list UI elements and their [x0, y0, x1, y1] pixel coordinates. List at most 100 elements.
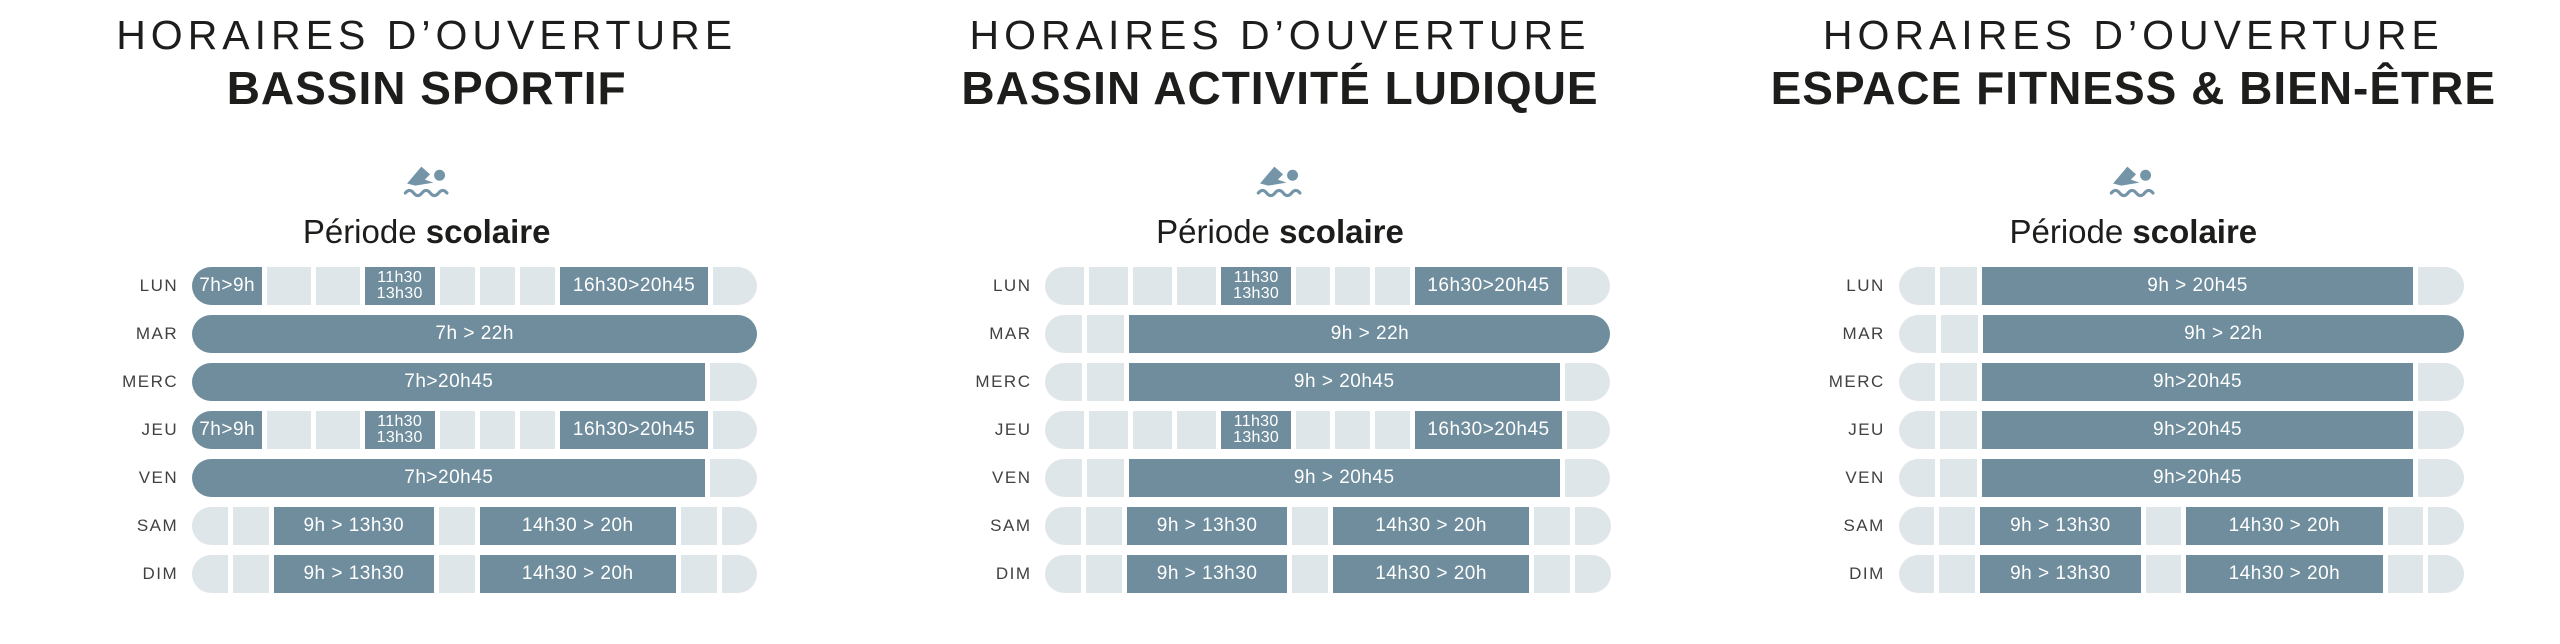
closed-slot: [232, 555, 269, 594]
day-label: MERC: [1828, 372, 1885, 392]
day-label: DIM: [995, 564, 1032, 584]
day-label: MAR: [1842, 324, 1885, 344]
closed-slot: [2145, 555, 2182, 594]
open-slot: 7h>9h: [192, 411, 263, 450]
schedule-row: MAR 9h > 22h: [1803, 315, 2464, 354]
open-slot: 9h>20h45: [1982, 411, 2413, 450]
title-line: HORAIRES D’OUVERTURE: [969, 12, 1591, 58]
closed-slot: [439, 555, 475, 594]
day-label: LUN: [139, 276, 179, 296]
closed-slot: [1375, 411, 1410, 450]
period-word-bold: scolaire: [425, 213, 551, 251]
title-line: HORAIRES D’OUVERTURE: [1822, 12, 2444, 58]
closed-slot: [1574, 507, 1611, 546]
time-track: 7h>9h 11h30 13h30 16h30>20h45: [192, 267, 758, 306]
closed-slot: [1898, 555, 1935, 594]
closed-slot: [1534, 555, 1570, 594]
closed-slot: [1292, 507, 1328, 546]
time-track: 9h > 22h: [1898, 315, 2464, 354]
schedule-row: VEN 7h>20h45: [96, 459, 758, 498]
closed-slot: [2417, 267, 2464, 306]
closed-slot: [680, 507, 717, 546]
open-slot: 16h30>20h45: [559, 267, 709, 306]
closed-slot: [1089, 267, 1129, 306]
closed-slot: [232, 507, 269, 546]
slot-label: 11h30: [377, 268, 423, 286]
slot-label: 9h > 13h30: [2010, 563, 2111, 585]
slot-label: 7h>9h: [199, 419, 256, 441]
closed-slot: [1564, 459, 1611, 498]
closed-slot: [1045, 507, 1082, 546]
time-track: 9h > 22h: [1045, 315, 1611, 354]
swimmer-icon: [2107, 157, 2159, 205]
day-label: JEU: [1848, 420, 1885, 440]
slot-label: 9h > 13h30: [2010, 515, 2111, 537]
closed-slot: [1177, 267, 1217, 306]
open-slot: 7h>20h45: [192, 459, 706, 498]
schedule-row: JEU 7h>9h 11h30 13h30 16h30>20h45: [96, 411, 758, 450]
day-label: DIM: [142, 564, 179, 584]
schedule-rows: LUN 11h30 13h30 16h30>20h45 MAR 9h > 22h MERC 9…: [949, 267, 1611, 594]
period-heading: Période scolaire: [303, 213, 551, 251]
closed-slot: [1086, 555, 1122, 594]
time-track: 9h > 13h30 14h30 > 20h: [1045, 555, 1611, 594]
schedule-row: LUN 11h30 13h30 16h30>20h45: [949, 267, 1611, 306]
day-label: MERC: [975, 372, 1032, 392]
slot-label: 7h>9h: [199, 275, 256, 297]
slot-label: 16h30>20h45: [572, 419, 696, 441]
closed-slot: [315, 267, 360, 306]
closed-slot: [1177, 411, 1217, 450]
closed-slot: [713, 411, 758, 450]
closed-slot: [2428, 507, 2464, 546]
closed-slot: [1940, 363, 1978, 402]
slot-label: 9h > 13h30: [303, 563, 405, 585]
slot-label: 14h30 > 20h: [2228, 515, 2341, 537]
slot-label: 9h > 20h45: [1293, 371, 1395, 393]
closed-slot: [1133, 267, 1173, 306]
slot-label: 9h > 22h: [1330, 323, 1410, 345]
time-track: 9h > 13h30 14h30 > 20h: [1045, 507, 1611, 546]
subtitle-line: BASSIN ACTIVITÉ LUDIQUE: [961, 62, 1599, 115]
subtitle-line: ESPACE FITNESS & BIEN-ÊTRE: [1770, 62, 2497, 115]
schedule-row: SAM 9h > 13h30 14h30 > 20h: [96, 507, 758, 546]
period-word-regular: Période: [1156, 213, 1270, 251]
slot-label: 7h>20h45: [404, 371, 494, 393]
open-slot: 9h > 22h: [1129, 315, 1611, 354]
closed-slot: [2387, 507, 2424, 546]
time-track: 9h > 20h45: [1898, 267, 2464, 306]
closed-slot: [1335, 267, 1371, 306]
closed-slot: [519, 411, 555, 450]
slot-label: 9h>20h45: [2153, 419, 2243, 441]
time-track: 9h > 13h30 14h30 > 20h: [192, 507, 758, 546]
day-label: JEU: [141, 420, 179, 440]
closed-slot: [2428, 555, 2464, 594]
closed-slot: [1564, 363, 1611, 402]
open-slot: 7h>9h: [192, 267, 263, 306]
open-slot: 16h30>20h45: [559, 411, 709, 450]
closed-slot: [680, 555, 717, 594]
closed-slot: [713, 267, 758, 306]
slot-label: 11h30: [377, 412, 423, 430]
slot-label: 13h30: [1233, 429, 1280, 447]
closed-slot: [1567, 411, 1611, 450]
period-word-regular: Période: [302, 213, 417, 251]
open-slot: 9h > 20h45: [1982, 267, 2413, 306]
schedule-row: DIM 9h > 13h30 14h30 > 20h: [96, 555, 758, 594]
schedule-column: HORAIRES D’OUVERTURE BASSIN ACTIVITÉ LUDI…: [853, 0, 1706, 644]
time-track: 9h>20h45: [1898, 363, 2464, 402]
open-slot: 11h30 13h30: [364, 411, 435, 450]
time-track: 9h>20h45: [1898, 411, 2464, 450]
period-word-regular: Période: [2009, 213, 2124, 251]
closed-slot: [1574, 555, 1611, 594]
open-slot: 14h30 > 20h: [1333, 555, 1530, 594]
day-label: LUN: [1846, 276, 1885, 296]
day-label: MAR: [135, 324, 179, 344]
slot-label: 7h > 22h: [435, 323, 514, 345]
column-title: HORAIRES D’OUVERTURE BASSIN SPORTIF: [116, 12, 737, 115]
closed-slot: [479, 411, 515, 450]
closed-slot: [1898, 459, 1936, 498]
time-track: 9h > 13h30 14h30 > 20h: [1898, 555, 2464, 594]
slot-label: 16h30>20h45: [1427, 419, 1550, 441]
slot-label: 14h30 > 20h: [521, 563, 634, 585]
closed-slot: [192, 507, 228, 546]
